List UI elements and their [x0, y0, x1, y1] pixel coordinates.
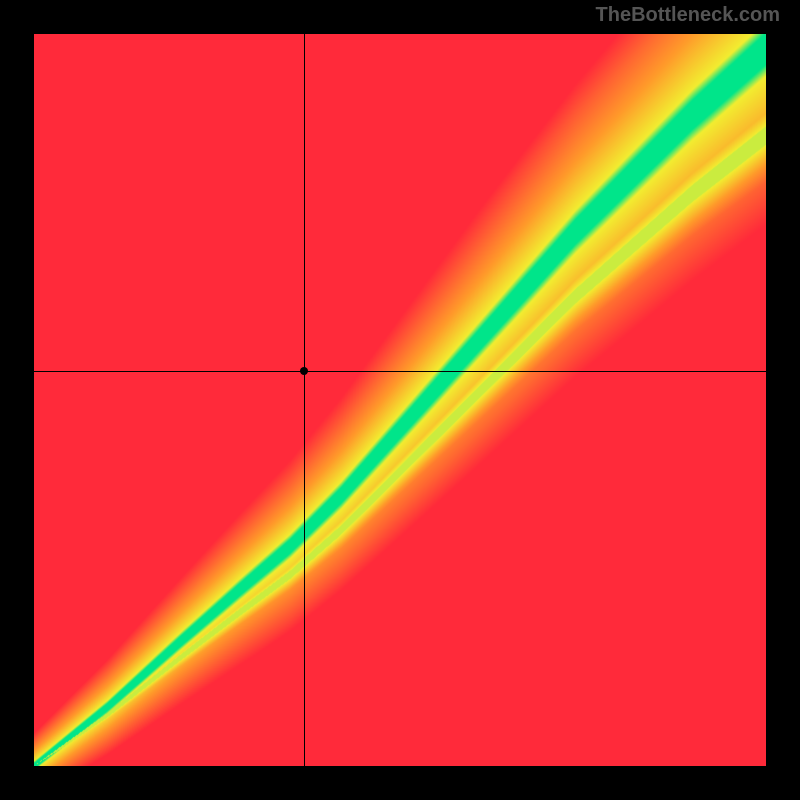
crosshair-horizontal	[34, 371, 766, 372]
watermark-text: TheBottleneck.com	[596, 4, 780, 27]
chart-frame: TheBottleneck.com	[0, 0, 800, 800]
crosshair-marker	[300, 367, 308, 375]
plot-area	[34, 34, 766, 766]
crosshair-vertical	[304, 34, 305, 766]
bottleneck-heatmap	[34, 34, 766, 766]
